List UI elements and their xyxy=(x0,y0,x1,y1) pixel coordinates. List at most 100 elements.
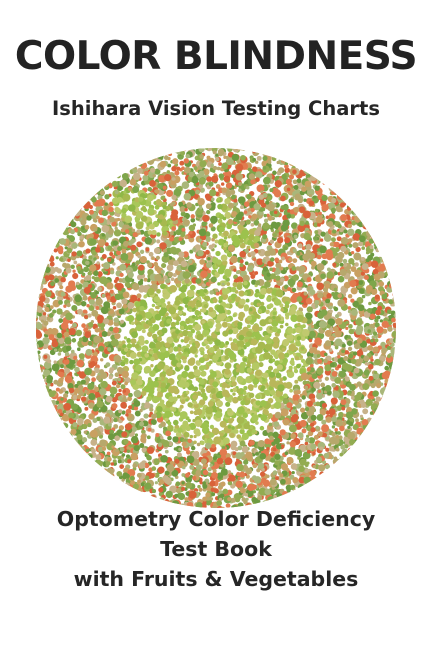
background-dot xyxy=(85,248,91,254)
background-dot xyxy=(285,266,289,271)
background-dot xyxy=(239,220,246,226)
background-dot xyxy=(147,262,153,268)
background-dot xyxy=(65,312,73,321)
background-dot xyxy=(113,479,121,487)
figure-dot xyxy=(189,410,194,415)
figure-dot xyxy=(275,289,284,298)
background-dot xyxy=(339,425,345,432)
figure-dot xyxy=(224,268,232,277)
figure-dot xyxy=(147,331,153,337)
background-dot xyxy=(44,306,50,312)
background-dot xyxy=(160,454,168,463)
background-dot xyxy=(280,205,285,210)
background-dot xyxy=(348,258,355,265)
background-dot xyxy=(79,235,84,240)
background-dot xyxy=(211,243,216,248)
background-dot xyxy=(284,451,289,456)
background-dot xyxy=(264,438,271,445)
background-dot xyxy=(351,396,355,400)
background-dot xyxy=(218,173,225,179)
background-dot xyxy=(201,283,207,288)
figure-dot xyxy=(212,354,219,362)
background-dot xyxy=(292,258,298,264)
background-dot xyxy=(115,173,121,179)
background-dot xyxy=(58,318,64,323)
background-dot xyxy=(53,348,58,352)
background-dot xyxy=(44,330,49,335)
background-dot xyxy=(94,367,100,374)
background-dot xyxy=(381,371,390,380)
background-dot xyxy=(84,406,89,411)
figure-dot xyxy=(180,399,186,405)
background-dot xyxy=(166,464,175,473)
background-dot xyxy=(342,258,348,264)
background-dot xyxy=(270,216,275,220)
background-dot xyxy=(302,253,310,261)
background-dot xyxy=(355,418,359,423)
background-dot xyxy=(301,395,306,400)
background-dot xyxy=(274,411,282,419)
background-dot xyxy=(331,416,338,423)
figure-dot xyxy=(207,416,211,420)
background-dot xyxy=(361,246,366,250)
background-dot xyxy=(395,319,396,324)
background-dot xyxy=(97,238,106,247)
background-dot xyxy=(367,308,373,313)
figure-dot xyxy=(245,298,250,303)
background-dot xyxy=(261,207,266,212)
background-dot xyxy=(59,238,67,245)
background-dot xyxy=(166,264,174,272)
background-dot xyxy=(107,468,114,476)
background-dot xyxy=(206,209,211,215)
figure-dot xyxy=(192,394,198,400)
background-dot xyxy=(343,229,348,234)
background-dot xyxy=(63,423,69,429)
background-dot xyxy=(185,153,190,159)
figure-dot xyxy=(238,437,242,442)
background-dot xyxy=(327,467,336,475)
background-dot xyxy=(59,257,64,262)
background-dot xyxy=(363,274,369,281)
background-dot xyxy=(347,223,352,229)
background-dot xyxy=(245,451,253,460)
background-dot xyxy=(160,269,165,274)
background-dot xyxy=(117,185,123,191)
background-dot xyxy=(239,259,244,264)
background-dot xyxy=(334,247,340,253)
background-dot xyxy=(206,176,212,182)
background-dot xyxy=(60,276,66,283)
background-dot xyxy=(361,218,366,223)
background-dot xyxy=(116,366,123,373)
background-dot xyxy=(319,471,325,477)
background-dot xyxy=(239,440,246,447)
background-dot xyxy=(252,463,258,469)
background-dot xyxy=(132,463,137,468)
background-dot xyxy=(106,178,112,184)
background-dot xyxy=(331,237,336,243)
figure-dot xyxy=(156,232,161,237)
background-dot xyxy=(146,496,151,501)
figure-dot xyxy=(217,203,223,210)
background-dot xyxy=(314,230,319,235)
background-dot xyxy=(242,148,246,151)
background-dot xyxy=(337,431,341,435)
background-dot xyxy=(227,202,235,209)
background-dot xyxy=(292,476,299,484)
background-dot xyxy=(334,271,338,276)
figure-dot xyxy=(236,388,242,394)
background-dot xyxy=(50,281,55,287)
background-dot xyxy=(304,437,311,443)
background-dot xyxy=(330,188,338,195)
figure-dot xyxy=(128,204,136,212)
background-dot xyxy=(36,358,39,364)
background-dot xyxy=(302,210,311,219)
figure-dot xyxy=(292,352,297,357)
background-dot xyxy=(36,312,40,316)
background-dot xyxy=(199,259,206,265)
background-dot xyxy=(138,264,145,271)
figure-dot xyxy=(253,383,258,388)
background-dot xyxy=(85,448,90,453)
background-dot xyxy=(167,163,172,168)
background-dot xyxy=(253,242,260,249)
figure-dot xyxy=(272,342,280,349)
